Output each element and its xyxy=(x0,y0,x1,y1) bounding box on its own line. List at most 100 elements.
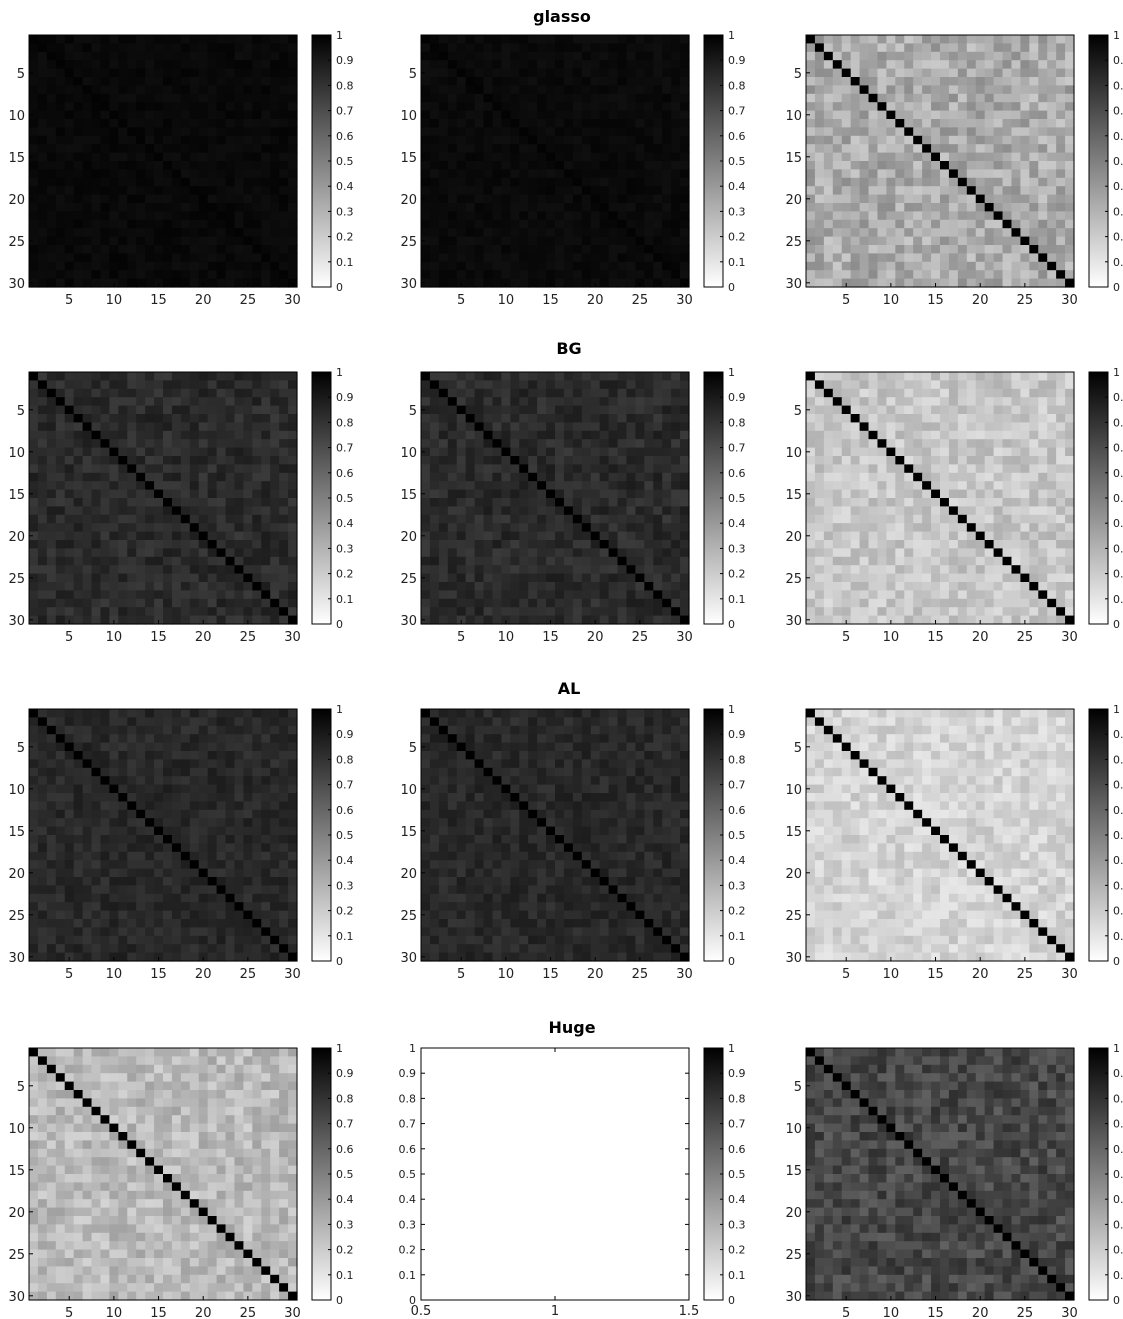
heatmap-cell xyxy=(850,144,861,154)
colorbar-tick-label: 0.1 xyxy=(728,256,746,269)
heatmap-cell xyxy=(127,506,137,516)
heatmap-cell xyxy=(662,161,672,170)
heatmap-cell xyxy=(216,186,227,196)
heatmap-cell xyxy=(671,556,681,566)
heatmap-cell xyxy=(189,228,200,238)
heatmap-cell xyxy=(421,102,431,112)
heatmap-cell xyxy=(1038,127,1048,137)
heatmap-cell xyxy=(957,211,968,221)
heatmap-cell xyxy=(519,556,529,566)
heatmap-cell xyxy=(216,540,227,549)
heatmap-cell xyxy=(474,236,485,246)
heatmap-cell xyxy=(617,447,628,457)
heatmap-cell xyxy=(252,615,262,625)
heatmap-cell xyxy=(886,194,896,204)
heatmap-cell xyxy=(537,380,547,390)
heatmap-cell xyxy=(438,439,449,449)
heatmap-cell xyxy=(859,68,870,78)
heatmap-cell xyxy=(563,405,574,415)
heatmap-cell xyxy=(635,261,645,271)
heatmap-cell xyxy=(581,270,592,280)
heatmap-cell xyxy=(252,464,262,474)
heatmap-cell xyxy=(850,405,861,415)
heatmap-cell xyxy=(82,43,93,53)
heatmap-cell xyxy=(617,261,628,271)
heatmap-cell xyxy=(1011,430,1021,440)
heatmap-cell xyxy=(590,523,601,533)
heatmap-cell xyxy=(975,253,986,263)
heatmap-cell xyxy=(154,397,164,407)
heatmap-cell xyxy=(261,177,271,187)
heatmap-cell xyxy=(492,514,502,524)
heatmap-cell xyxy=(243,127,253,137)
colorbar-tick-label: 0.9 xyxy=(728,391,746,404)
heatmap-cell xyxy=(474,397,485,407)
heatmap-cell xyxy=(913,177,923,187)
heatmap-cell xyxy=(948,35,959,44)
heatmap-cell xyxy=(37,236,48,246)
heatmap-cell xyxy=(563,380,574,390)
heatmap-cell xyxy=(288,590,298,600)
heatmap-cell xyxy=(537,278,547,288)
heatmap-cell xyxy=(1056,372,1066,381)
y-tick-label: 25 xyxy=(400,572,417,587)
heatmap-cell xyxy=(180,85,191,95)
heatmap-cell xyxy=(850,68,861,78)
heatmap-cell xyxy=(163,590,173,600)
heatmap-cell xyxy=(474,35,485,44)
plot-frame xyxy=(805,34,1075,288)
heatmap-cell xyxy=(966,194,977,204)
heatmap-cell xyxy=(447,219,458,229)
heatmap-cell xyxy=(850,219,861,229)
heatmap-cell xyxy=(1056,77,1066,86)
heatmap-cell xyxy=(581,607,592,617)
x-tick-label: 20 xyxy=(972,293,989,308)
heatmap-cell xyxy=(127,472,137,482)
heatmap-cell xyxy=(519,203,529,212)
heatmap-cell xyxy=(850,93,861,103)
heatmap-cell xyxy=(474,93,485,103)
heatmap-cell xyxy=(46,607,57,617)
heatmap-cell xyxy=(216,590,227,600)
heatmap-cell xyxy=(832,85,843,95)
heatmap-cell xyxy=(510,102,520,112)
heatmap-cell xyxy=(528,60,538,70)
heatmap-cell xyxy=(590,194,601,204)
heatmap-cell xyxy=(438,506,449,516)
heatmap-cell xyxy=(671,540,681,549)
heatmap-cell xyxy=(841,270,852,280)
heatmap-cell xyxy=(136,573,146,583)
heatmap-cell xyxy=(608,261,619,271)
heatmap-cell xyxy=(216,219,227,229)
heatmap-cell xyxy=(29,169,39,179)
heatmap-cell xyxy=(171,203,182,212)
heatmap-cell xyxy=(91,531,102,541)
heatmap-cell xyxy=(216,194,227,204)
heatmap-cell xyxy=(608,556,619,566)
heatmap-cell xyxy=(55,161,66,170)
heatmap-cell xyxy=(644,194,654,204)
heatmap-cell xyxy=(590,169,601,179)
heatmap-cell xyxy=(555,253,565,263)
heatmap-cell xyxy=(653,194,663,204)
heatmap-cell xyxy=(823,414,834,423)
heatmap-cell xyxy=(859,161,870,170)
heatmap-cell xyxy=(474,590,485,600)
heatmap-cell xyxy=(617,211,628,221)
heatmap-cell xyxy=(136,77,146,86)
heatmap-cell xyxy=(1038,177,1048,187)
heatmap-cell xyxy=(1029,278,1039,288)
heatmap-cell xyxy=(966,422,977,432)
heatmap-cell xyxy=(940,388,950,398)
heatmap-cell xyxy=(46,228,57,238)
heatmap-cell xyxy=(270,489,280,499)
heatmap-cell xyxy=(243,245,253,254)
heatmap-cell xyxy=(492,405,502,415)
y-tick-label: 15 xyxy=(8,151,25,166)
heatmap-cell xyxy=(421,152,431,162)
heatmap-cell xyxy=(617,540,628,549)
heatmap-cell xyxy=(163,261,173,271)
heatmap-cell xyxy=(154,169,164,179)
heatmap-cell xyxy=(519,85,529,95)
heatmap-cell xyxy=(510,77,520,86)
